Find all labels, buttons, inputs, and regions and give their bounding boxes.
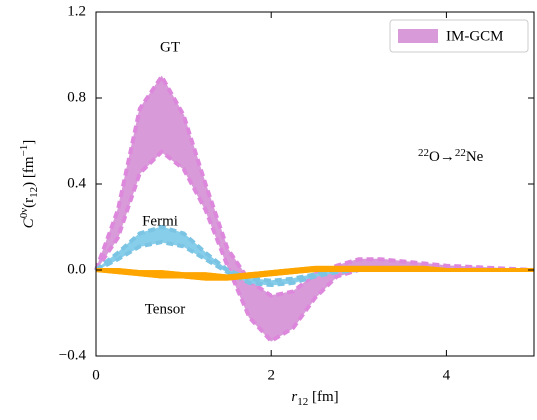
x-axis-label-part: [fm] (308, 389, 338, 405)
reaction-label: 22O→22Ne (418, 147, 484, 166)
x-tick-label: 0 (92, 367, 100, 383)
y-axis-label-part: C (21, 217, 37, 228)
y-tick-label: 0.8 (67, 89, 86, 105)
x-tick-label: 4 (443, 367, 451, 383)
y-tick-label: 1.2 (67, 3, 86, 19)
band-edge (96, 265, 534, 279)
y-axis-label-part: (r (21, 198, 37, 208)
y-axis-label: C0ν(r12) [fm−1] (18, 140, 40, 229)
x-axis-label-part: 12 (297, 396, 308, 408)
reaction-part: Ne (466, 149, 484, 165)
x-tick-label: 2 (267, 367, 275, 383)
y-axis-label-part: 0ν (18, 208, 30, 219)
y-axis-label-part: ] (21, 140, 37, 145)
y-tick-label: 0.0 (67, 261, 86, 277)
legend-swatch (398, 29, 438, 43)
legend-label: IM-GCM (446, 28, 504, 44)
annotation: GT (160, 39, 180, 55)
annotation: Fermi (142, 213, 178, 229)
reaction-part: O→ (429, 149, 455, 165)
reaction-part: 22 (418, 147, 429, 159)
band-edge (94, 224, 534, 283)
y-axis-label-part: ) [fm (21, 156, 37, 187)
y-axis-label-part: 12 (28, 187, 40, 198)
y-tick-label: 0.4 (67, 175, 86, 191)
x-axis-label: r12 [fm] (291, 389, 338, 407)
y-tick-label: −0.4 (59, 347, 87, 363)
x-axis-label-part: r (291, 389, 297, 405)
reaction-part: 22 (455, 147, 466, 159)
band-edge (94, 72, 535, 298)
y-axis-label-part: −1 (18, 145, 30, 157)
legend-box (389, 19, 529, 53)
band-edge (95, 268, 534, 281)
annotation: Tensor (145, 301, 186, 317)
